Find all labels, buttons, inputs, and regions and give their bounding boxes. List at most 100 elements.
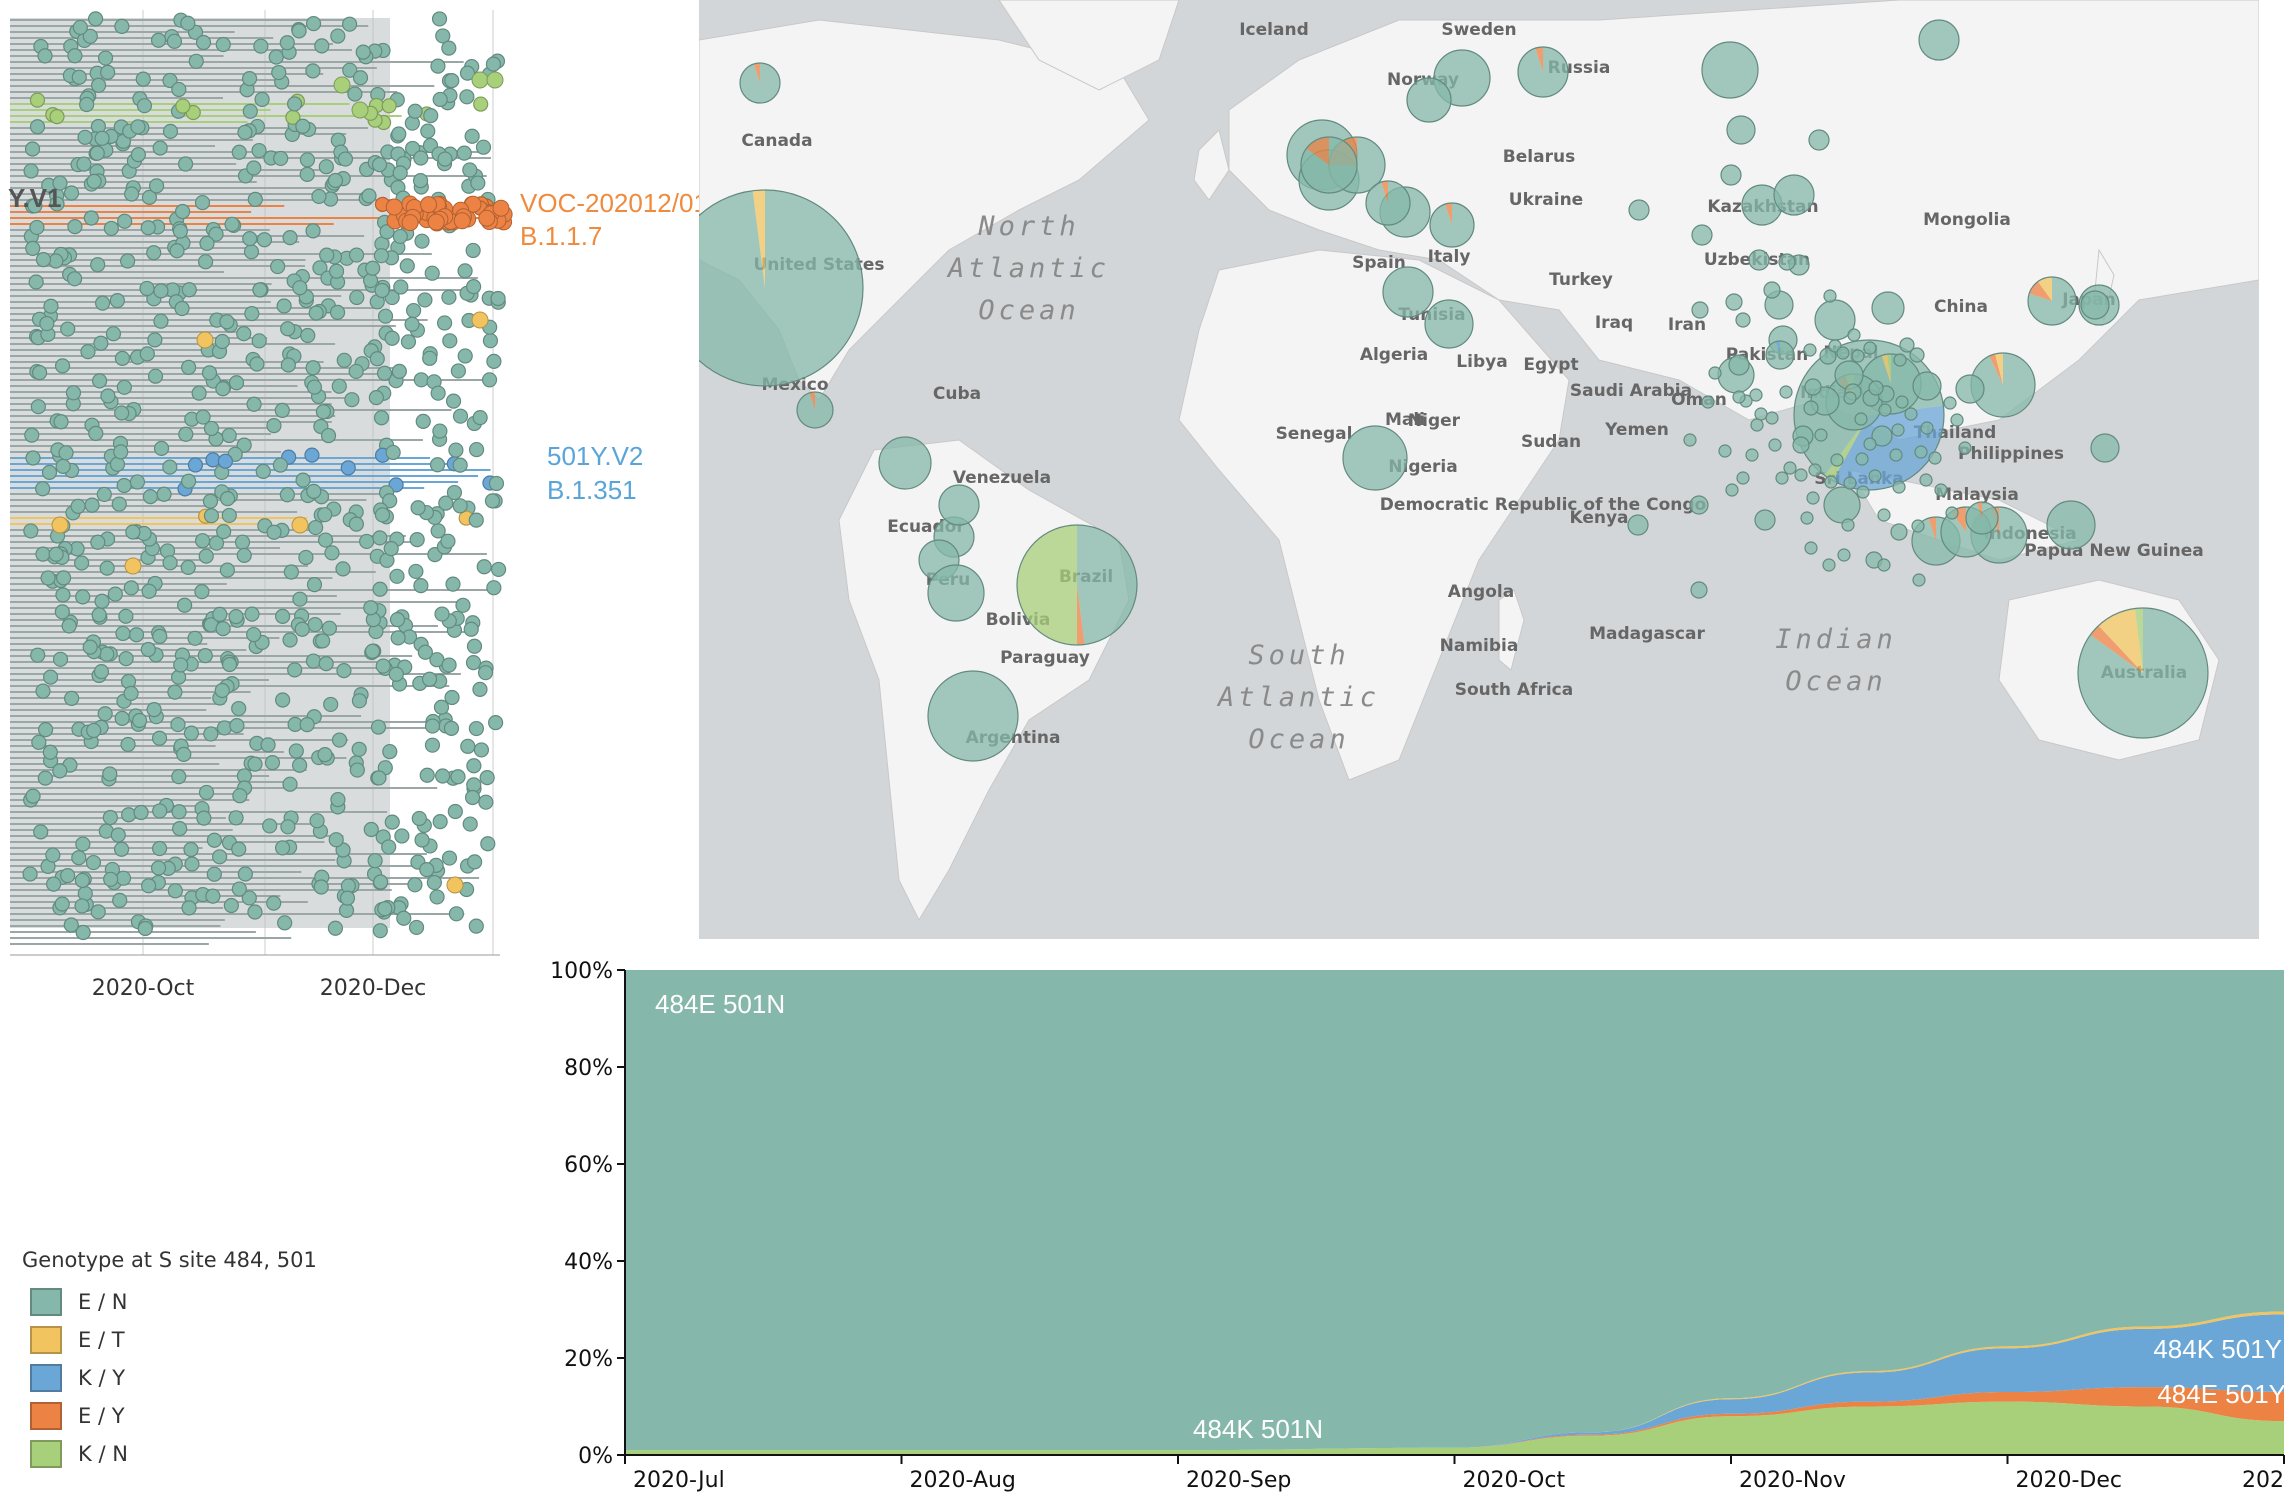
- map-country-bubble[interactable]: [1750, 418, 1764, 432]
- tree-tip[interactable]: [187, 457, 204, 473]
- tree-tip[interactable]: [442, 333, 458, 349]
- map-country-bubble[interactable]: [1854, 412, 1868, 426]
- tree-tip[interactable]: [328, 263, 345, 279]
- tree-tip[interactable]: [208, 535, 225, 551]
- tree-tip[interactable]: [283, 564, 299, 580]
- tree-tip[interactable]: [137, 920, 153, 937]
- tree-tip[interactable]: [255, 463, 271, 479]
- tree-tip[interactable]: [61, 618, 77, 634]
- tree-tip[interactable]: [262, 818, 278, 834]
- tree-tip[interactable]: [201, 365, 218, 381]
- tree-tip[interactable]: [446, 484, 463, 501]
- tree-tip[interactable]: [305, 653, 322, 669]
- tree-tip[interactable]: [205, 452, 221, 468]
- tree-tip[interactable]: [71, 850, 87, 866]
- tree-tip[interactable]: [196, 810, 212, 826]
- tree-tip[interactable]: [273, 150, 289, 167]
- tree-tip[interactable]: [377, 308, 394, 324]
- tree-tip[interactable]: [76, 156, 92, 172]
- tree-tip[interactable]: [291, 23, 307, 39]
- clade-label-b1351[interactable]: B.1.351: [547, 475, 637, 505]
- map-country-bubble[interactable]: [1701, 41, 1759, 99]
- tree-tip[interactable]: [251, 142, 267, 159]
- tree-tip[interactable]: [391, 126, 407, 142]
- tree-tip[interactable]: [361, 188, 377, 204]
- map-country-bubble[interactable]: [1517, 46, 1569, 98]
- map-country-bubble[interactable]: [1627, 514, 1649, 536]
- tree-tip[interactable]: [117, 213, 133, 229]
- map-country-bubble[interactable]: [1965, 501, 1999, 535]
- tree-tip[interactable]: [203, 726, 219, 742]
- tree-tip[interactable]: [130, 147, 146, 163]
- world-map[interactable]: IcelandSwedenRussiaCanadaNorwayBelarusUk…: [699, 0, 2259, 939]
- tree-tip[interactable]: [79, 96, 95, 113]
- tree-tip[interactable]: [486, 71, 504, 89]
- tree-tip[interactable]: [153, 283, 169, 299]
- tree-tip[interactable]: [298, 549, 314, 566]
- tree-tip[interactable]: [459, 89, 475, 105]
- tree-tip[interactable]: [292, 591, 308, 607]
- tree-tip[interactable]: [468, 918, 484, 934]
- tree-tip[interactable]: [459, 65, 476, 81]
- tree-tip[interactable]: [432, 814, 448, 830]
- tree-tip[interactable]: [372, 581, 388, 597]
- tree-tip[interactable]: [147, 332, 163, 348]
- tree-tip[interactable]: [177, 156, 194, 172]
- tree-tip[interactable]: [103, 220, 119, 237]
- tree-tip[interactable]: [203, 420, 220, 437]
- tree-tip[interactable]: [216, 524, 232, 540]
- map-country-bubble[interactable]: [1841, 518, 1855, 532]
- map-country-bubble[interactable]: [1754, 509, 1776, 531]
- tree-tip[interactable]: [23, 523, 39, 539]
- map-country-bubble[interactable]: [1920, 421, 1934, 435]
- tree-tip[interactable]: [72, 19, 88, 36]
- map-country-bubble[interactable]: [2046, 500, 2096, 550]
- tree-tip[interactable]: [133, 804, 149, 821]
- tree-tip[interactable]: [472, 681, 488, 697]
- tree-tip[interactable]: [23, 163, 39, 179]
- tree-tip[interactable]: [231, 881, 247, 897]
- legend-item-en[interactable]: E / N: [30, 1286, 127, 1318]
- map-country-bubble[interactable]: [1763, 281, 1781, 299]
- tree-tip[interactable]: [441, 850, 458, 866]
- tree-tip[interactable]: [324, 545, 340, 561]
- map-country-bubble[interactable]: [1382, 266, 1434, 318]
- tree-tip[interactable]: [412, 173, 429, 189]
- map-country-bubble[interactable]: [1690, 581, 1708, 599]
- map-country-bubble[interactable]: [699, 189, 864, 387]
- tree-tip[interactable]: [445, 576, 461, 592]
- tree-tip[interactable]: [152, 628, 168, 645]
- tree-tip[interactable]: [309, 813, 325, 829]
- tree-tip[interactable]: [195, 34, 212, 51]
- tree-tip[interactable]: [215, 381, 231, 397]
- map-country-bubble[interactable]: [1889, 448, 1903, 462]
- tree-tip[interactable]: [419, 767, 435, 783]
- tree-tip[interactable]: [307, 616, 323, 633]
- map-country-bubble[interactable]: [1934, 483, 1948, 497]
- tree-tip[interactable]: [348, 516, 365, 532]
- map-country-bubble[interactable]: [1955, 374, 1985, 404]
- tree-tip[interactable]: [408, 563, 424, 580]
- map-country-bubble[interactable]: [1958, 441, 1972, 455]
- tree-tip[interactable]: [88, 425, 104, 441]
- tree-tip[interactable]: [319, 247, 335, 263]
- tree-tip[interactable]: [304, 447, 320, 463]
- tree-tip[interactable]: [123, 685, 139, 701]
- tree-tip[interactable]: [462, 816, 478, 832]
- tree-tip[interactable]: [215, 36, 231, 53]
- tree-tip[interactable]: [109, 456, 126, 472]
- map-country-bubble[interactable]: [1732, 390, 1746, 404]
- tree-tip[interactable]: [462, 162, 478, 178]
- map-country-bubble[interactable]: [1868, 380, 1884, 396]
- map-country-bubble[interactable]: [1918, 19, 1960, 61]
- tree-tip[interactable]: [430, 58, 446, 74]
- tree-tip[interactable]: [63, 917, 79, 933]
- tree-tip[interactable]: [476, 559, 492, 575]
- tree-tip[interactable]: [174, 300, 190, 317]
- tree-tip[interactable]: [330, 28, 346, 44]
- tree-tip[interactable]: [242, 230, 258, 247]
- tree-tip[interactable]: [367, 853, 383, 869]
- tree-tip[interactable]: [241, 890, 257, 906]
- map-country-bubble[interactable]: [1806, 491, 1820, 505]
- clade-label-b117[interactable]: B.1.1.7: [520, 221, 602, 251]
